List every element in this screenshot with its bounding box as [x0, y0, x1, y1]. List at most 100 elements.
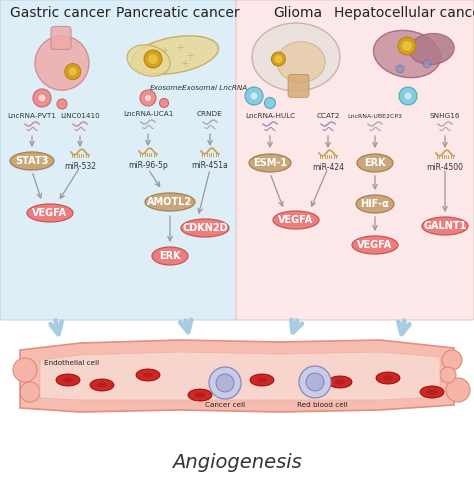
- Ellipse shape: [410, 33, 454, 65]
- Text: LncRNA-UBE2CP3: LncRNA-UBE2CP3: [347, 114, 402, 119]
- Circle shape: [272, 52, 285, 66]
- Text: LINC01410: LINC01410: [60, 113, 100, 119]
- Ellipse shape: [56, 374, 80, 386]
- Ellipse shape: [420, 386, 444, 398]
- Text: AMOTL2: AMOTL2: [147, 197, 192, 207]
- Text: LncRNA-UCA1: LncRNA-UCA1: [123, 111, 173, 117]
- Ellipse shape: [328, 376, 352, 388]
- Ellipse shape: [127, 45, 170, 76]
- Ellipse shape: [352, 236, 398, 254]
- Text: ESM-1: ESM-1: [253, 158, 287, 168]
- FancyBboxPatch shape: [51, 26, 71, 49]
- Text: miR-451a: miR-451a: [191, 161, 228, 170]
- Circle shape: [446, 378, 470, 402]
- Text: ERK: ERK: [159, 251, 181, 261]
- Circle shape: [245, 87, 263, 105]
- Circle shape: [65, 64, 81, 79]
- Ellipse shape: [181, 219, 229, 237]
- Circle shape: [159, 98, 168, 107]
- Text: Exosomal LncRNA: Exosomal LncRNA: [182, 85, 247, 91]
- Circle shape: [250, 92, 258, 100]
- Circle shape: [33, 89, 51, 107]
- Ellipse shape: [273, 211, 319, 229]
- Circle shape: [402, 41, 412, 51]
- Text: VEGFA: VEGFA: [32, 208, 68, 218]
- Polygon shape: [40, 352, 440, 400]
- Circle shape: [398, 37, 416, 55]
- Text: CDKN2D: CDKN2D: [182, 223, 228, 233]
- FancyBboxPatch shape: [288, 74, 309, 98]
- Text: HIF-α: HIF-α: [361, 199, 389, 209]
- Ellipse shape: [422, 217, 468, 235]
- Circle shape: [264, 98, 275, 108]
- Ellipse shape: [257, 377, 267, 383]
- Text: Hepatocellular cancer: Hepatocellular cancer: [334, 6, 474, 20]
- Text: LncRNA-HULC: LncRNA-HULC: [245, 113, 295, 119]
- Ellipse shape: [132, 36, 219, 74]
- Ellipse shape: [27, 204, 73, 222]
- Polygon shape: [20, 340, 454, 412]
- Ellipse shape: [63, 377, 73, 383]
- Text: CRNDE: CRNDE: [197, 111, 223, 117]
- Ellipse shape: [143, 372, 153, 377]
- Ellipse shape: [90, 379, 114, 391]
- Circle shape: [442, 350, 462, 370]
- Circle shape: [13, 358, 37, 382]
- Ellipse shape: [145, 193, 195, 211]
- Circle shape: [140, 90, 156, 106]
- Ellipse shape: [195, 392, 205, 397]
- Circle shape: [216, 374, 234, 392]
- Text: miR-532: miR-532: [64, 162, 96, 171]
- Text: Cancer cell: Cancer cell: [205, 402, 245, 408]
- Circle shape: [399, 87, 417, 105]
- Ellipse shape: [188, 389, 212, 401]
- FancyBboxPatch shape: [236, 0, 474, 320]
- Text: Exosome:: Exosome:: [150, 85, 186, 91]
- Circle shape: [57, 99, 67, 109]
- Text: Pancreatic cancer: Pancreatic cancer: [116, 6, 240, 20]
- Text: ERK: ERK: [364, 158, 386, 168]
- Ellipse shape: [374, 30, 440, 77]
- Text: VEGFA: VEGFA: [357, 240, 392, 250]
- Text: SNHG16: SNHG16: [430, 113, 460, 119]
- Ellipse shape: [277, 42, 325, 82]
- Circle shape: [274, 55, 283, 63]
- Text: Red blood cell: Red blood cell: [297, 402, 347, 408]
- Text: Glioma: Glioma: [273, 6, 323, 20]
- Circle shape: [148, 54, 158, 64]
- Circle shape: [440, 367, 456, 383]
- Ellipse shape: [383, 375, 393, 381]
- Ellipse shape: [356, 195, 394, 213]
- Text: Endothelial cell: Endothelial cell: [45, 360, 100, 366]
- Circle shape: [145, 95, 152, 101]
- Circle shape: [396, 65, 404, 73]
- Circle shape: [38, 94, 46, 102]
- Text: STAT3: STAT3: [15, 156, 49, 166]
- Circle shape: [144, 50, 162, 68]
- Ellipse shape: [152, 247, 188, 265]
- Circle shape: [209, 367, 241, 399]
- Text: miR-96-5p: miR-96-5p: [128, 161, 168, 170]
- Ellipse shape: [335, 379, 345, 385]
- Text: GALNT1: GALNT1: [423, 221, 467, 231]
- Ellipse shape: [35, 36, 89, 90]
- Ellipse shape: [136, 369, 160, 381]
- Ellipse shape: [357, 154, 393, 172]
- Ellipse shape: [249, 154, 291, 172]
- Circle shape: [299, 366, 331, 398]
- Text: miR-424: miR-424: [312, 163, 344, 172]
- Ellipse shape: [252, 23, 340, 91]
- Circle shape: [404, 92, 412, 100]
- Ellipse shape: [427, 390, 437, 394]
- Ellipse shape: [376, 372, 400, 384]
- Ellipse shape: [97, 383, 107, 388]
- Text: CCAT2: CCAT2: [316, 113, 340, 119]
- Text: miR-4500: miR-4500: [427, 163, 464, 172]
- Text: Gastric cancer: Gastric cancer: [10, 6, 110, 20]
- Circle shape: [423, 60, 431, 68]
- FancyBboxPatch shape: [0, 0, 238, 320]
- Text: Angiogenesis: Angiogenesis: [172, 452, 302, 471]
- Ellipse shape: [10, 152, 54, 170]
- Ellipse shape: [250, 374, 274, 386]
- Circle shape: [20, 382, 40, 402]
